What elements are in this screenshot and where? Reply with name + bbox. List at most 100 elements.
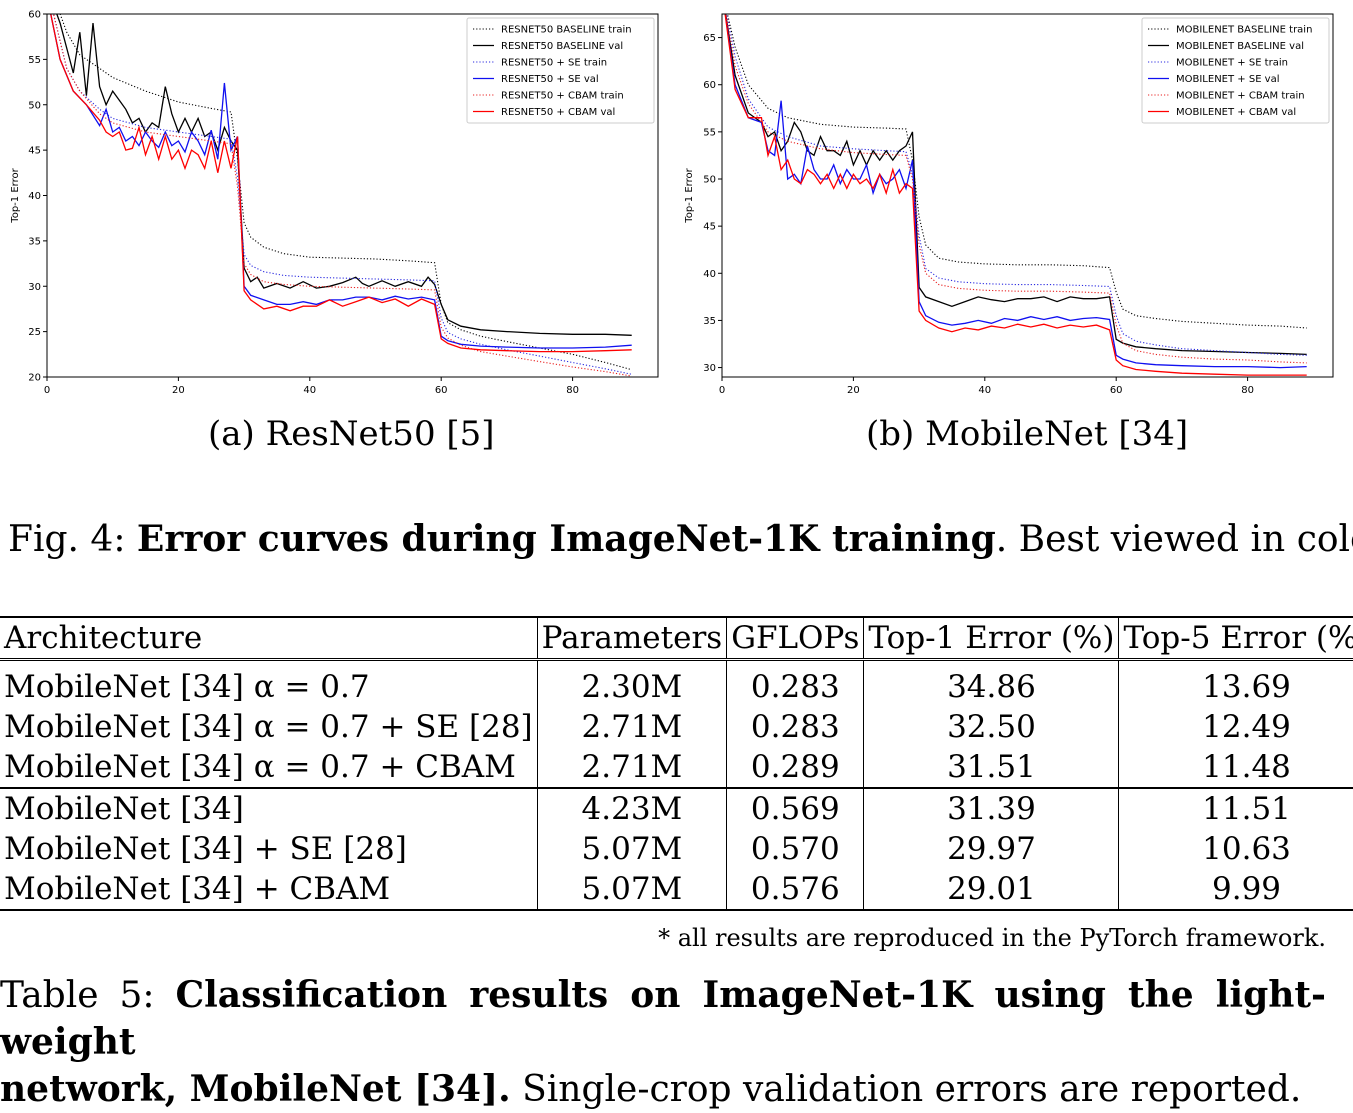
cell-gflops: 0.576 xyxy=(726,869,865,911)
cell-parameters: 2.71M xyxy=(537,747,728,788)
cell-parameters: 5.07M xyxy=(537,869,728,911)
y-tick-label: 35 xyxy=(28,236,41,247)
series-line-4 xyxy=(725,14,1307,364)
cell-architecture: MobileNet [34] xyxy=(0,787,538,829)
cell-gflops: 0.289 xyxy=(726,747,865,788)
legend-label: RESNET50 BASELINE train xyxy=(501,25,632,36)
table-row: MobileNet [34] α = 0.7 + SE [28] 2.71M 0… xyxy=(0,707,1353,747)
table-row: MobileNet [34] α = 0.7 2.30M 0.283 34.86… xyxy=(0,658,1353,707)
series-line-5 xyxy=(50,14,632,353)
cell-gflops: 0.569 xyxy=(726,787,865,829)
legend-label: RESNET50 + CBAM train xyxy=(501,91,624,102)
x-tick-label: 20 xyxy=(847,385,860,396)
table-header-row: Architecture Parameters GFLOPs Top-1 Err… xyxy=(0,617,1353,660)
header-gflops: GFLOPs xyxy=(726,617,865,660)
legend-label: RESNET50 + SE val xyxy=(501,74,599,85)
header-top1: Top-1 Error (%) xyxy=(863,617,1120,660)
y-tick-label: 60 xyxy=(703,80,716,91)
legend-label: MOBILENET BASELINE train xyxy=(1176,25,1312,36)
header-architecture: Architecture xyxy=(0,617,538,660)
y-tick-label: 30 xyxy=(28,282,41,293)
header-top5: Top-5 Error (%) xyxy=(1118,617,1353,660)
legend-label: MOBILENET + SE val xyxy=(1176,74,1280,85)
x-tick-label: 40 xyxy=(978,385,991,396)
legend: RESNET50 BASELINE train RESNET50 BASELINE… xyxy=(466,17,655,124)
legend-label: MOBILENET BASELINE val xyxy=(1176,41,1304,52)
y-tick-label: 45 xyxy=(703,222,716,233)
cell-parameters: 2.71M xyxy=(537,707,728,747)
y-tick-label: 65 xyxy=(703,33,716,44)
x-tick-label: 60 xyxy=(1110,385,1123,396)
series-line-3 xyxy=(724,14,1307,369)
cell-gflops: 0.283 xyxy=(726,658,865,707)
legend-box xyxy=(1141,17,1330,124)
axes-frame xyxy=(721,13,1334,378)
cell-top5: 11.48 xyxy=(1202,749,1291,785)
figure-caption-label: Fig. 4: xyxy=(8,519,126,560)
cell-architecture: MobileNet [34] + SE [28] xyxy=(0,829,538,869)
x-tick-label: 0 xyxy=(719,385,725,396)
legend-box xyxy=(466,17,655,124)
cell-top1: 31.51 xyxy=(863,747,1120,788)
cell-top5: 13.69 xyxy=(1118,658,1353,707)
y-tick-label: 50 xyxy=(703,175,716,186)
results-table: Architecture Parameters GFLOPs Top-1 Err… xyxy=(0,616,1353,911)
x-tick-label: 20 xyxy=(172,385,185,396)
y-tick-label: 45 xyxy=(28,146,41,157)
legend-label: MOBILENET + CBAM train xyxy=(1176,91,1305,102)
cell-top1: 29.97 xyxy=(863,829,1120,869)
figure-caption-rest: . Best viewed in color. xyxy=(995,519,1353,560)
cell-gflops: 0.283 xyxy=(726,707,865,747)
figure-caption: Fig. 4: Error curves during ImageNet-1K … xyxy=(8,518,1353,560)
series-line-0 xyxy=(59,14,632,371)
cell-top1: 32.50 xyxy=(863,707,1120,747)
table-caption-bold-1: Classification results on ImageNet-1K us… xyxy=(0,974,1326,1063)
y-tick-label: 30 xyxy=(703,363,716,374)
series-line-0 xyxy=(726,14,1307,329)
y-tick-label: 55 xyxy=(28,55,41,66)
cell-top5: 11.51 xyxy=(1118,787,1353,829)
legend-label: MOBILENET + CBAM val xyxy=(1176,107,1296,118)
table-caption-bold-2: network, MobileNet [34]. xyxy=(0,1068,511,1110)
header-parameters: Parameters xyxy=(537,617,728,660)
cell-parameters: 2.30M xyxy=(537,658,728,707)
chart-panel-b: 0 20 40 60 80 30 35 40 45 50 55 60 65 Top-1 Error MOBI… xyxy=(684,13,1334,396)
legend: MOBILENET BASELINE train MOBILENET BASELI… xyxy=(1141,17,1330,124)
series-line-5 xyxy=(724,14,1307,376)
x-tick-label: 80 xyxy=(1241,385,1254,396)
y-tick-label: 20 xyxy=(28,373,41,384)
cell-top5: 10.63 xyxy=(1202,831,1291,867)
figure-caption-bold: Error curves during ImageNet-1K training xyxy=(136,518,996,560)
legend-label: RESNET50 + SE train xyxy=(501,58,607,69)
y-tick-label: 40 xyxy=(28,191,41,202)
plot-area xyxy=(724,14,1307,376)
cell-architecture: MobileNet [34] α = 0.7 + SE [28] xyxy=(0,707,538,747)
plot-area xyxy=(50,14,632,377)
cell-top1: 29.01 xyxy=(863,869,1120,911)
cell-architecture: MobileNet [34] α = 0.7 + CBAM xyxy=(0,747,538,788)
table-footnote: * all results are reproduced in the PyTo… xyxy=(658,924,1326,952)
cell-top1: 34.86 xyxy=(863,658,1120,707)
legend-label: RESNET50 BASELINE val xyxy=(501,41,623,52)
y-tick-label: 60 xyxy=(28,10,41,21)
cell-parameters: 4.23M xyxy=(537,787,728,829)
legend-label: RESNET50 + CBAM val xyxy=(501,107,615,118)
x-tick-label: 80 xyxy=(566,385,579,396)
table-row: MobileNet [34] α = 0.7 + CBAM 2.71M 0.28… xyxy=(0,747,1353,788)
y-tick-label: 25 xyxy=(28,327,41,338)
cell-top5: 9.99 xyxy=(1118,869,1353,911)
cell-gflops: 0.570 xyxy=(726,829,865,869)
y-tick-label: 40 xyxy=(703,269,716,280)
x-tick-label: 0 xyxy=(44,385,50,396)
table-row: MobileNet [34] + CBAM 5.07M 0.576 29.01 … xyxy=(0,869,1353,911)
cell-architecture: MobileNet [34] α = 0.7 xyxy=(0,658,538,707)
series-line-4 xyxy=(53,14,632,377)
cell-top5: 12.49 xyxy=(1202,709,1291,745)
subcaption-b: (b) MobileNet [34] xyxy=(866,414,1189,454)
y-tick-label: 35 xyxy=(703,316,716,327)
series-line-2 xyxy=(53,14,632,375)
x-tick-label: 60 xyxy=(435,385,448,396)
cell-parameters: 5.07M xyxy=(537,829,728,869)
